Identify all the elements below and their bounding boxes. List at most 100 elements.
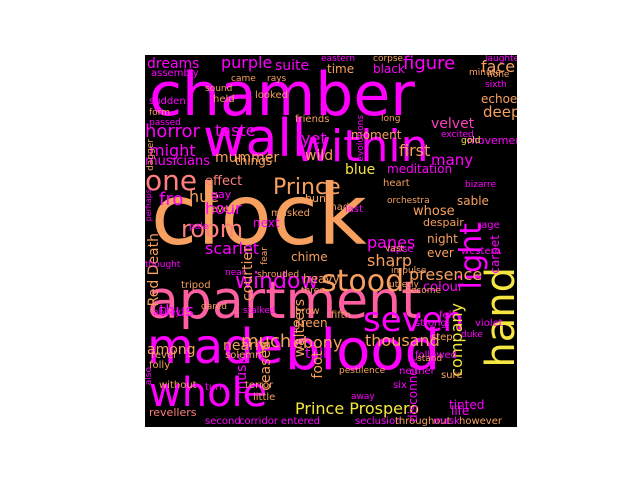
word-last: last: [345, 204, 364, 215]
word-green: green: [293, 316, 328, 330]
word-gay: gay: [211, 188, 232, 201]
word-wild: wild: [305, 148, 334, 164]
word-eastern: eastern: [321, 55, 356, 64]
word-whole: whole: [149, 370, 268, 416]
word-one: one: [145, 164, 198, 197]
word-revellers: revellers: [149, 406, 197, 419]
word-duke: duke: [461, 330, 483, 340]
word-chamber: chamber: [149, 60, 415, 130]
word-sharp: sharp: [367, 251, 413, 270]
word-colour: colour: [423, 280, 464, 295]
word-violet: violet: [475, 318, 503, 329]
word-orchestra: orchestra: [387, 196, 430, 206]
word-turn: turn: [205, 382, 226, 393]
word-hung: hung: [305, 192, 333, 205]
word-thought: thought: [145, 260, 181, 270]
word-whose: whose: [413, 204, 455, 219]
word-fear: fear: [260, 247, 270, 265]
word-within: within: [295, 121, 429, 172]
word-meditation: meditation: [387, 162, 453, 176]
word-first: first: [399, 141, 431, 160]
word-things: things: [235, 154, 273, 168]
word-throughout: throughout: [395, 416, 451, 427]
word-fifth: fifth: [331, 310, 351, 321]
word-seclusion: seclusion: [355, 416, 402, 427]
word-solemn: solemn: [225, 350, 262, 361]
word-time: time: [327, 62, 355, 76]
word-seven: seven: [363, 300, 465, 340]
word-effect: effect: [205, 174, 243, 189]
word-deep: deep: [483, 103, 517, 121]
word-nearly: nearly: [223, 338, 267, 354]
word-velvet: velvet: [431, 116, 475, 132]
word-lapse: lapse: [387, 244, 414, 255]
word-however: however: [459, 416, 502, 427]
word-bizarre: bizarre: [465, 180, 497, 190]
word-musicians: musicians: [145, 154, 211, 169]
word-fro: fro: [159, 189, 184, 210]
word-masked: masked: [271, 208, 311, 219]
word-much: much: [241, 331, 292, 352]
word-stalked: stalked: [243, 306, 276, 316]
word-sudden: sudden: [149, 96, 186, 107]
word-taste: taste: [215, 121, 256, 140]
word-six: six: [393, 380, 407, 391]
word-none: none: [487, 70, 510, 80]
wordcloud: chamber clock apartment wall within blood mad e…: [145, 55, 517, 427]
word-near: near: [225, 268, 246, 278]
word-followed: followed: [415, 350, 457, 361]
word-corridor: corridor: [239, 416, 279, 427]
word-among: among: [147, 342, 196, 358]
word-heavy: heavy: [303, 272, 340, 286]
word-panes: panes: [367, 233, 416, 252]
word-mummer: mummer: [215, 150, 280, 166]
word-second: second: [205, 416, 241, 427]
word-moment: moment: [351, 128, 402, 142]
word-echoes: echoes: [481, 92, 517, 106]
word-evolutions: evolutions: [356, 115, 366, 162]
word-mad: mad: [327, 202, 350, 213]
word-came: came: [231, 74, 256, 84]
word-passed: passed: [149, 118, 181, 128]
word-wall: wall: [203, 109, 307, 169]
word-clock: clock: [151, 166, 367, 264]
word-apartment: apartment: [147, 271, 422, 331]
word-suite: suite: [275, 58, 310, 74]
word-dagger: dagger: [146, 139, 156, 171]
word-become: become: [405, 286, 442, 296]
word-assembly: assembly: [151, 68, 199, 79]
word-next: next: [253, 216, 280, 230]
word-form: form: [149, 108, 170, 118]
word-despair: despair: [423, 216, 464, 229]
word-held: held: [213, 94, 235, 105]
word-horror: horror: [145, 121, 200, 142]
word-mask: mask: [433, 416, 460, 427]
word-little: little: [253, 392, 276, 403]
word-sable: sable: [457, 194, 489, 208]
word-blood: blood: [285, 318, 441, 383]
word-laughter: laughter: [485, 55, 517, 64]
word-pestilence: pestilence: [339, 366, 386, 376]
word-without: without: [159, 380, 197, 391]
word-impulse: impulse: [391, 266, 427, 276]
word-life: life: [451, 404, 470, 418]
word-thousand: thousand: [365, 331, 440, 350]
word-tall: tall: [305, 346, 327, 362]
word-many: many: [431, 151, 474, 169]
word-strong: strong: [415, 318, 447, 329]
word-movement: movement: [467, 134, 517, 147]
word-might: might: [149, 141, 196, 160]
word-rays: rays: [267, 74, 287, 84]
word-long: long: [381, 114, 401, 124]
word-corpse: corpse: [373, 55, 404, 64]
word-gold: gold: [461, 136, 481, 146]
word-sure: sure: [441, 370, 463, 381]
word-excited: excited: [441, 130, 474, 140]
word-tripod: tripod: [181, 280, 211, 291]
word-presence: presence: [409, 265, 483, 284]
word-even: even: [211, 204, 236, 215]
word-stood: stood: [321, 264, 405, 299]
word-terror: terror: [245, 380, 274, 391]
word-also: also: [145, 367, 154, 386]
